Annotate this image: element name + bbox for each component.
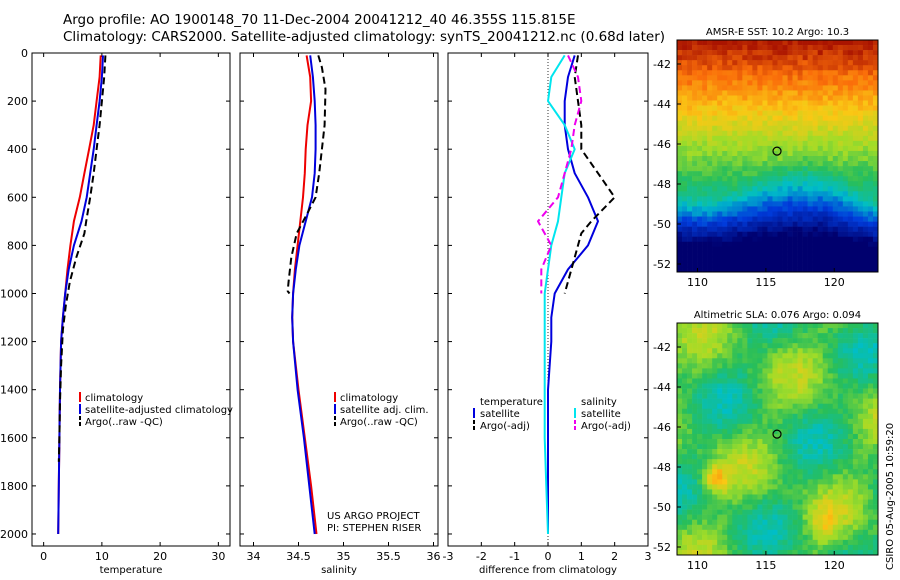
sst-map-panel: 110 115 120 -42 -44 -46 -48 -50 -52 AMSR-E SST: 1… <box>653 27 879 289</box>
x-axis-label: salinity <box>321 565 357 576</box>
y-tick-label: -46 <box>653 421 671 434</box>
map-field <box>677 323 879 556</box>
y-tick-label: -52 <box>653 258 671 271</box>
argo-location-marker <box>772 429 782 439</box>
y-tick-label: -48 <box>653 178 671 191</box>
x-tick-label: 35 <box>337 550 351 563</box>
x-tick-label: 0 <box>40 550 47 563</box>
series-line-2 <box>286 55 327 295</box>
x-tick-label: 0 <box>545 550 552 563</box>
y-tick-label: -50 <box>653 501 671 514</box>
y-tick-label: 1000 <box>0 287 28 300</box>
map-field <box>677 40 879 273</box>
axes-box <box>31 52 231 547</box>
legend-label: Argo(..raw -QC) <box>340 417 418 428</box>
argo-location-marker <box>772 146 782 156</box>
legend-label: satellite <box>581 409 621 420</box>
x-tick-label: -3 <box>443 550 454 563</box>
x-tick-label: 110 <box>687 559 708 572</box>
x-tick-label: 2 <box>611 550 618 563</box>
legend-heading: salinity <box>581 397 617 408</box>
axes-box <box>239 52 439 547</box>
credit-line1: US ARGO PROJECT <box>327 511 421 522</box>
temperature-panel: 0 10 20 30 0 200 400 600 800 1000 1200 1400 1600 1800… <box>0 47 233 576</box>
y-tick-label: 600 <box>7 191 28 204</box>
map-frame <box>676 39 879 273</box>
y-tick-label: 1400 <box>0 384 28 397</box>
series-line-3 <box>537 54 583 294</box>
x-axis-label: difference from climatology <box>479 565 617 576</box>
x-tick-label: 3 <box>645 550 652 563</box>
sla-map-panel: 110 115 120 -42 -44 -46 -48 -50 -52 Altimetric SL… <box>653 310 879 572</box>
y-tick-label: 1200 <box>0 336 28 349</box>
y-tick-label: 1600 <box>0 432 28 445</box>
series-line-2 <box>57 55 107 462</box>
difference-panel: -3 -2 -1 0 1 2 3 difference from climatology tem… <box>443 52 652 576</box>
map-frame <box>676 322 879 556</box>
legend-label: satellite <box>480 409 520 420</box>
legend-label: Argo(-adj) <box>581 421 631 432</box>
map-title: AMSR-E SST: 10.2 Argo: 10.3 <box>706 27 849 38</box>
x-tick-label: 110 <box>687 276 708 289</box>
y-tick-label: -50 <box>653 218 671 231</box>
x-tick-label: -2 <box>476 550 487 563</box>
y-tick-label: -42 <box>653 58 671 71</box>
series-line-1 <box>563 55 616 294</box>
x-tick-label: 20 <box>153 550 167 563</box>
y-tick-label: -48 <box>653 461 671 474</box>
x-tick-label: 36 <box>427 550 441 563</box>
y-tick-label: 2000 <box>0 528 28 541</box>
x-tick-label: 115 <box>755 559 776 572</box>
x-tick-label: 10 <box>95 550 109 563</box>
x-axis-label: temperature <box>100 565 163 576</box>
map-title: Altimetric SLA: 0.076 Argo: 0.094 <box>694 310 861 321</box>
series-line-2 <box>543 54 576 535</box>
figure-title-line1: Argo profile: AO 1900148_70 11-Dec-2004 … <box>63 12 576 28</box>
y-tick-label: -46 <box>653 138 671 151</box>
x-tick-label: 1 <box>578 550 585 563</box>
series-line-0 <box>547 55 599 534</box>
y-tick-label: 800 <box>7 239 28 252</box>
salinity-panel: 34 34.5 35 35.5 36 salinity climatologysatelli… <box>239 52 441 576</box>
x-tick-label: 120 <box>824 276 845 289</box>
figure-title-line2: Climatology: CARS2000. Satellite-adjuste… <box>63 29 666 45</box>
y-tick-label: -44 <box>653 98 671 111</box>
y-tick-label: -44 <box>653 381 671 394</box>
credit-line2: PI: STEPHEN RISER <box>327 523 421 534</box>
x-tick-label: 34 <box>247 550 261 563</box>
x-tick-label: 34.5 <box>286 550 311 563</box>
y-tick-label: -42 <box>653 341 671 354</box>
legend-label: Argo(..raw -QC) <box>85 417 163 428</box>
y-tick-label: -52 <box>653 541 671 554</box>
x-tick-label: 120 <box>824 559 845 572</box>
y-tick-label: 400 <box>7 143 28 156</box>
y-tick-label: 1800 <box>0 480 28 493</box>
x-tick-label: 30 <box>211 550 225 563</box>
legend-heading: temperature <box>480 397 543 408</box>
legend-label: satellite-adjusted climatology <box>85 405 233 416</box>
x-tick-label: -1 <box>509 550 520 563</box>
x-tick-label: 35.5 <box>376 550 401 563</box>
legend-label: Argo(-adj) <box>480 421 530 432</box>
side-stamp: CSIRO 05-Aug-2005 10:59:20 <box>885 423 896 570</box>
legend-label: climatology <box>340 393 398 404</box>
y-tick-label: 0 <box>21 47 28 60</box>
y-tick-label: 200 <box>7 95 28 108</box>
legend-label: climatology <box>85 393 143 404</box>
series-line-1 <box>291 55 317 535</box>
legend-label: satellite adj. clim. <box>340 405 429 416</box>
x-tick-label: 115 <box>755 276 776 289</box>
